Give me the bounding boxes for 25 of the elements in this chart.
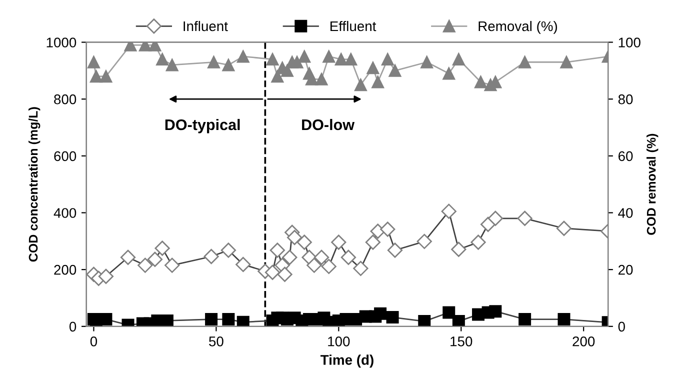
x-tick-label: 50: [209, 336, 224, 346]
y-tick-label: 800: [54, 94, 76, 104]
x-tick-label: 100: [328, 336, 350, 346]
y2-tick-label: 80: [618, 94, 633, 104]
y-tick-label: 1000: [46, 38, 76, 48]
y-tick-label: 600: [54, 151, 76, 162]
y2-axis-title: COD removal (%): [646, 134, 658, 235]
annotation: DO-low: [302, 118, 355, 130]
x-tick-label: 200: [572, 336, 595, 346]
y2-tick-label: 0: [618, 322, 625, 332]
y2-tick-label: 60: [618, 151, 633, 162]
y2-tick-label: 100: [618, 38, 640, 48]
legend-label: Influent: [184, 20, 228, 32]
legend-label: Removal (%): [478, 20, 558, 34]
legend-label: Effluent: [330, 20, 376, 32]
x-tick-label: 0: [90, 336, 98, 346]
annotation: DO-typical: [165, 118, 240, 134]
y-tick-label: 0: [69, 322, 76, 332]
y-tick-label: 200: [54, 264, 76, 275]
x-axis-title: Time (d): [320, 354, 374, 368]
y-axis-title: COD concentration (mg/L): [28, 107, 40, 262]
y2-tick-label: 40: [618, 208, 633, 218]
x-tick-label: 150: [450, 336, 472, 346]
y-tick-label: 400: [54, 208, 76, 218]
y2-tick-label: 20: [618, 264, 633, 275]
